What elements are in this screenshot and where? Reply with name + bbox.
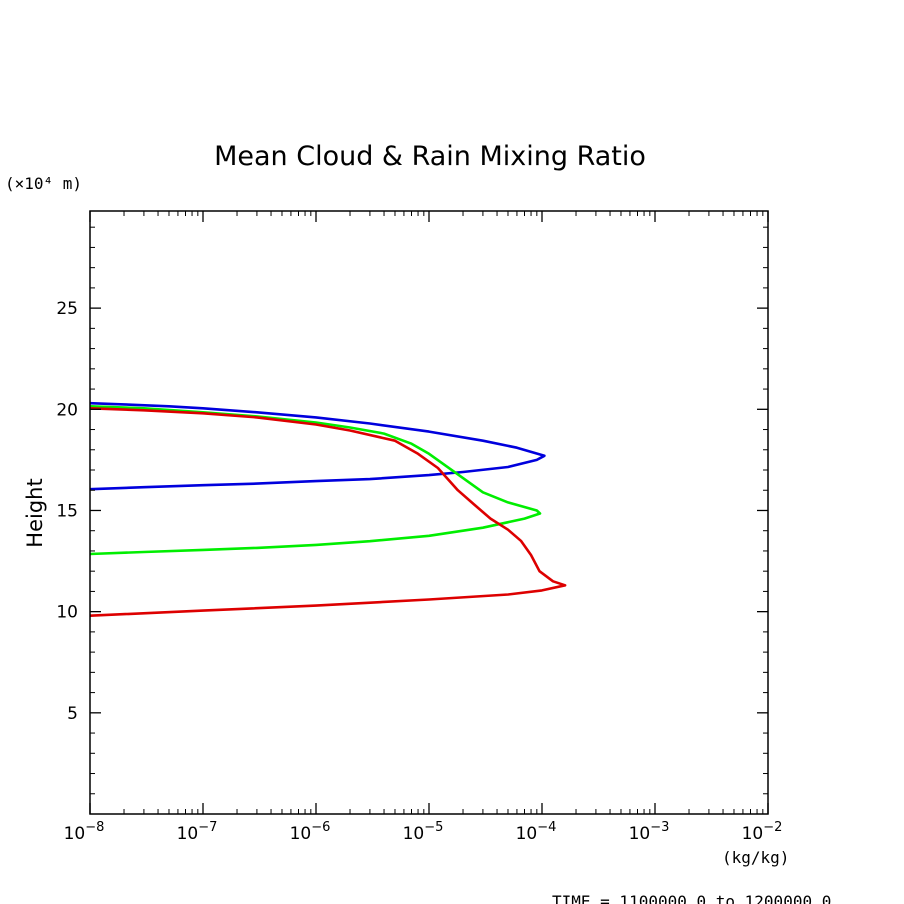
x-tick-label: 10−7: [177, 820, 218, 844]
x-tick-label: 10−2: [742, 820, 783, 844]
x-tick-label: 10−6: [290, 820, 331, 844]
y-tick-label: 20: [56, 400, 78, 420]
x-tick-label: 10−5: [403, 820, 444, 844]
x-tick-label: 10−3: [629, 820, 670, 844]
y-tick-label: 25: [56, 299, 78, 319]
y-unit-label: (×10⁴ m): [5, 174, 82, 193]
footer-time: TIME = 1100000.0 to 1200000.0: [552, 892, 831, 904]
chart-title: Mean Cloud & Rain Mixing Ratio: [214, 141, 646, 172]
y-tick-label: 15: [56, 501, 78, 521]
x-tick-label: 10−8: [64, 820, 105, 844]
x-tick-label: 10−4: [516, 820, 557, 844]
y-tick-label: 10: [56, 603, 78, 623]
y-tick-label: 5: [67, 704, 78, 724]
plot-frame: [89, 210, 769, 815]
series-line-2: [89, 407, 567, 617]
x-unit-label: (kg/kg): [722, 848, 789, 867]
series-line-1: [89, 405, 542, 556]
series-line-0: [89, 401, 546, 491]
y-axis-label: Height: [23, 478, 47, 547]
